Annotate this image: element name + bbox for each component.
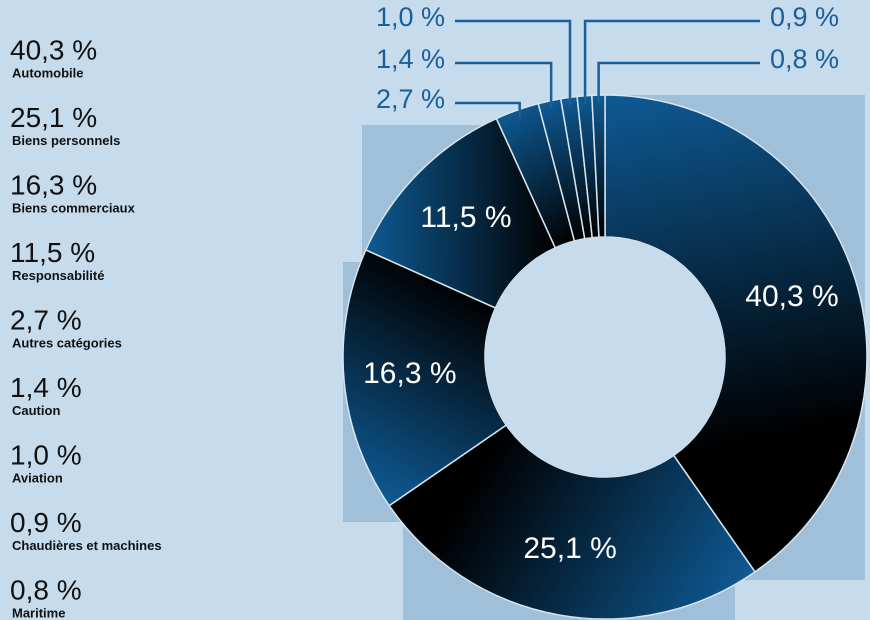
data-label: 25,1 % [523,532,616,565]
legend-value: 1,4 % [10,372,82,403]
data-label: 0,9 % [770,2,839,32]
leader-line [455,101,521,118]
legend-value: 2,7 % [10,304,82,335]
legend-name: Biens personnels [12,133,120,148]
legend-value: 25,1 % [10,102,97,133]
leader-line [455,61,553,109]
data-label: 2,7 % [376,84,445,114]
legend-value: 1,0 % [10,439,82,470]
legend-value: 16,3 % [10,169,97,200]
data-label: 1,4 % [376,44,445,74]
legend-value: 11,5 % [10,237,95,268]
data-label: 40,3 % [745,280,838,313]
leader-line [583,19,760,104]
legend-value: 0,9 % [10,507,82,538]
slices [342,94,868,620]
leader-line [455,19,572,106]
legend-name: Automobile [12,65,84,80]
data-label: 16,3 % [363,357,456,390]
data-label: 0,8 % [770,44,839,74]
legend-name: Responsabilité [12,268,104,283]
leader-line [597,61,760,104]
legend-name: Maritime [12,605,65,620]
donut-hole [485,237,725,477]
legend-value: 0,8 % [10,574,82,605]
data-label: 1,0 % [376,2,445,32]
legend-name: Autres catégories [12,335,122,350]
data-label: 11,5 % [420,201,511,234]
legend-name: Caution [12,403,60,418]
legend-name: Biens commerciaux [12,200,136,215]
legend-value: 40,3 % [10,34,97,65]
legend-name: Aviation [12,470,63,485]
legend-name: Chaudières et machines [12,538,162,553]
